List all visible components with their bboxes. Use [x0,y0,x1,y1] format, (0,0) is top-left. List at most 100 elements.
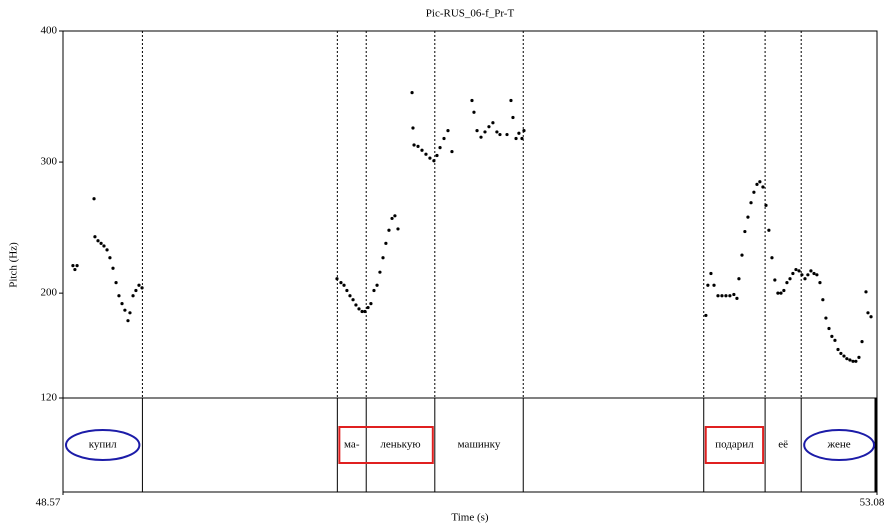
pitch-point [479,135,483,139]
pitch-point [357,307,361,311]
tier-label: ма- [344,439,360,451]
pitch-point [746,215,750,219]
pitch-point [432,159,436,163]
pitch-point [117,294,121,298]
pitch-point [800,273,804,277]
pitch-point [412,143,416,147]
tier-label: подарил [715,439,754,451]
pitch-point [93,235,97,239]
pitch-point [420,148,424,152]
pitch-point [514,136,518,141]
pitch-point [794,267,798,272]
pitch-point [450,149,454,154]
pitch-point [770,256,774,260]
x-tick-label: 53.08 [860,497,885,509]
pitch-point [509,98,513,103]
y-tick-label: 400 [41,25,58,37]
pitch-point [821,298,825,302]
pitch-point [864,290,868,294]
tier-label: жене [827,439,851,451]
pitch-point [797,269,801,273]
pitch-point [842,354,846,358]
pitch-point [732,292,736,297]
pitch-point [776,291,780,295]
pitch-point [491,121,495,125]
pitch-point [387,228,391,232]
pitch-point [833,338,837,342]
pitch-point [472,110,476,114]
pitch-point [511,115,515,120]
pitch-point [335,277,339,281]
pitch-point [806,273,810,277]
pitch-point [120,302,124,306]
pitch-point [351,298,355,302]
pitch-point [737,277,741,281]
pitch-point [487,125,491,129]
pitch-point [866,311,870,315]
pitch-point [339,281,343,285]
pitch-point [363,309,367,314]
pitch-point [416,144,420,148]
pitch-point [384,241,388,245]
pitch-point [809,269,813,273]
pitch-point [381,256,385,260]
pitch-point [709,271,713,276]
pitch-point [712,283,716,287]
pitch-point [706,283,710,287]
pitch-point [483,130,487,134]
pitch-point [520,136,524,141]
pitch-point [393,214,397,218]
pitch-point [704,313,708,318]
pitch-point [773,278,777,282]
pitch-point [396,227,400,231]
pitch-point [785,281,789,285]
pitch-point [105,248,109,252]
pitch-point [134,288,138,293]
pitch-point [435,153,439,158]
pitch-point [71,264,75,268]
pitch-point [761,185,765,189]
pitch-point [812,271,816,276]
pitch-point [735,296,739,300]
plot-frame [62,30,878,493]
pitch-point [839,351,843,356]
pitch-point [75,264,79,268]
pitch-point [114,281,118,285]
pitch-point [442,136,446,141]
pitch-point [111,266,115,270]
pitch-point [857,355,861,359]
pitch-point [758,180,762,184]
pitch-point [724,294,728,298]
pitch-point [438,146,442,150]
pitch-point [131,294,135,298]
pitch-point [128,311,132,315]
pitch-point [345,288,349,293]
x-tick-label: 48.57 [36,497,61,509]
y-tick-label: 300 [41,156,58,168]
y-tick-label: 120 [41,392,58,404]
pitch-point [803,277,807,281]
tier-label: её [778,439,788,451]
pitch-point [123,308,127,312]
pitch-point [390,216,394,221]
pitch-point [845,357,849,361]
pitch-point [716,294,720,298]
pitch-point [505,132,509,137]
pitch-point [851,359,855,363]
y-tick-label: 200 [41,287,58,299]
pitch-point [755,182,759,186]
pitch-point [102,244,106,248]
pitch-point [378,270,382,274]
pitch-point [140,286,144,290]
pitch-point [498,132,502,137]
pitch-point [782,288,786,293]
pitch-point [342,283,346,287]
pitch-point [767,228,771,232]
highlight-ellipse [803,429,875,461]
pitch-point [360,309,364,314]
x-axis-label: Time (s) [451,512,489,524]
pitch-point [869,315,873,319]
pitch-point [424,152,428,156]
pitch-point [818,281,822,285]
